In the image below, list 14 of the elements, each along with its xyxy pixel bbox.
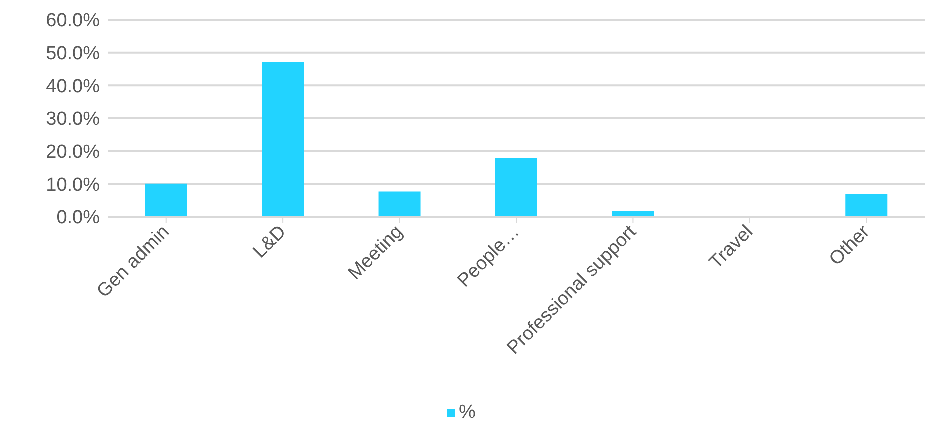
y-tick-label: 60.0% [46, 10, 100, 32]
y-tick-label: 20.0% [46, 142, 100, 164]
y-tick-label: 0.0% [56, 208, 100, 229]
x-tick-label: L&D [250, 222, 291, 263]
bar [145, 184, 188, 217]
legend-label: % [459, 402, 476, 423]
y-tick-label: 40.0% [46, 76, 100, 98]
bar [262, 62, 304, 217]
y-tick-label: 50.0% [46, 44, 100, 65]
bar [378, 192, 421, 217]
bar [495, 158, 538, 217]
bar [846, 194, 888, 217]
y-tick-label: 10.0% [46, 174, 100, 196]
y-tick-label: 30.0% [46, 109, 100, 130]
